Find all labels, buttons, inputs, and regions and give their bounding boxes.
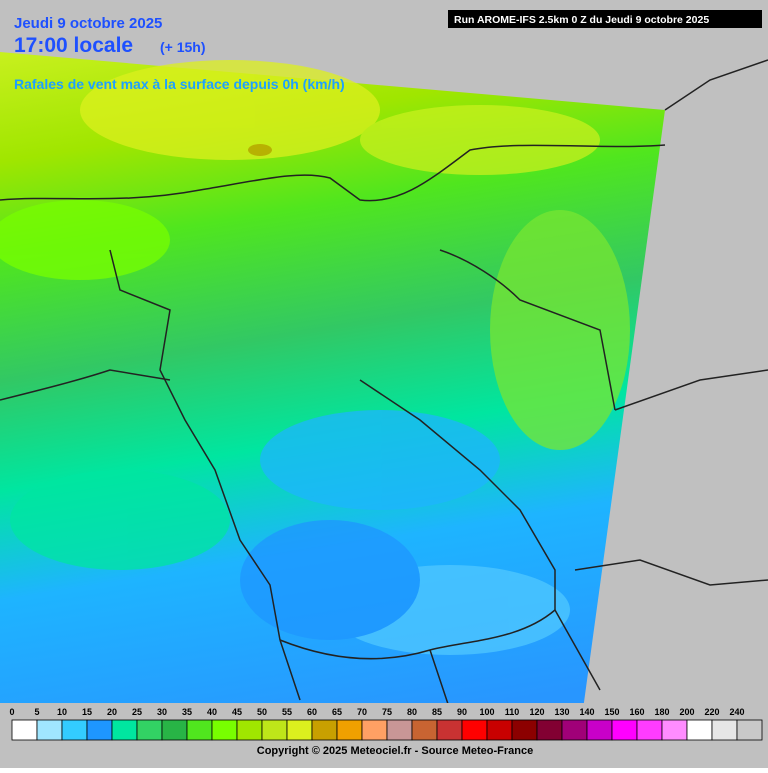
legend-swatch [336, 719, 363, 741]
legend-swatch [511, 719, 538, 741]
legend-label: 160 [629, 707, 644, 717]
legend-label: 85 [432, 707, 442, 717]
legend-label: 0 [9, 707, 14, 717]
legend-swatch [736, 719, 763, 741]
legend-swatch [361, 719, 388, 741]
legend-label: 120 [529, 707, 544, 717]
copyright: Copyright © 2025 Meteociel.fr - Source M… [257, 745, 533, 757]
legend-label: 80 [407, 707, 417, 717]
legend-swatch [11, 719, 38, 741]
legend-swatch [261, 719, 288, 741]
legend-swatch [36, 719, 63, 741]
legend-swatch [86, 719, 113, 741]
legend-label: 60 [307, 707, 317, 717]
legend-swatch [61, 719, 88, 741]
legend-label: 55 [282, 707, 292, 717]
legend-label: 40 [207, 707, 217, 717]
legend-swatch [461, 719, 488, 741]
legend-swatch [536, 719, 563, 741]
borders [0, 59, 768, 711]
parameter-title: Rafales de vent max à la surface depuis … [14, 76, 345, 92]
legend-label: 5 [34, 707, 39, 717]
legend-label: 20 [107, 707, 117, 717]
legend-label: 130 [554, 707, 569, 717]
wind-patches [0, 60, 630, 655]
legend-label: 150 [604, 707, 619, 717]
legend-label: 180 [654, 707, 669, 717]
legend-swatch [236, 719, 263, 741]
legend-swatch [711, 719, 738, 741]
legend-label: 75 [382, 707, 392, 717]
legend-label: 110 [505, 707, 520, 717]
legend-label: 70 [357, 707, 367, 717]
legend-swatch [111, 719, 138, 741]
legend-swatch [136, 719, 163, 741]
legend-label: 50 [257, 707, 267, 717]
legend-swatch [311, 719, 338, 741]
legend-label: 90 [457, 707, 467, 717]
legend-swatch [186, 719, 213, 741]
legend-swatch [586, 719, 613, 741]
legend-label: 35 [182, 707, 192, 717]
legend-swatch [686, 719, 713, 741]
legend-label: 45 [232, 707, 242, 717]
legend-swatch [436, 719, 463, 741]
legend-label: 65 [332, 707, 342, 717]
legend-label: 220 [704, 707, 719, 717]
legend-label: 140 [579, 707, 594, 717]
legend-swatch [486, 719, 513, 741]
color-legend: 0 5 10 15 20 25 30 35 40 45 50 55 60 65 70 75 80 85 90 100 1… [9, 707, 763, 741]
run-info: Run AROME-IFS 2.5km 0 Z du Jeudi 9 octob… [454, 14, 709, 26]
legend-swatch [611, 719, 638, 741]
legend-swatch [386, 719, 413, 741]
forecast-time: 17:00 locale [14, 34, 133, 57]
legend-swatch [411, 719, 438, 741]
legend-label: 25 [132, 707, 142, 717]
legend-label: 240 [729, 707, 744, 717]
legend-label: 200 [679, 707, 694, 717]
legend-label: 10 [57, 707, 67, 717]
legend-label: 30 [157, 707, 167, 717]
legend-label: 100 [479, 707, 494, 717]
legend-swatch [561, 719, 588, 741]
legend-swatch [211, 719, 238, 741]
forecast-date: Jeudi 9 octobre 2025 [14, 15, 162, 32]
legend-swatch [661, 719, 688, 741]
legend-label: 15 [82, 707, 92, 717]
forecast-lead: (+ 15h) [160, 39, 206, 55]
legend-swatch [636, 719, 663, 741]
legend-swatch [161, 719, 188, 741]
run-banner [448, 10, 762, 28]
legend-swatch [286, 719, 313, 741]
